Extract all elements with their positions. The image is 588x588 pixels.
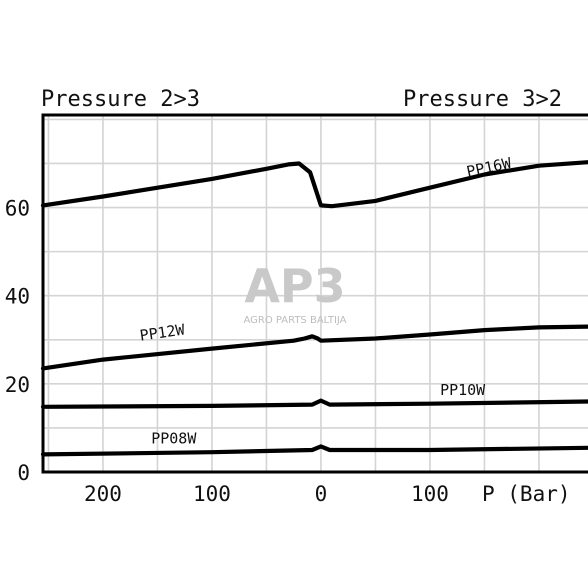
x-tick-label: 0 bbox=[315, 482, 328, 506]
curve-pp12w bbox=[40, 324, 588, 371]
curve-label-pp08w: PP08W bbox=[151, 429, 197, 447]
y-tick-label: 60 bbox=[5, 197, 30, 221]
x-tick-label: 200 bbox=[84, 482, 122, 506]
curve-pp16w bbox=[40, 160, 588, 209]
header-left: Pressure 2>3 bbox=[41, 87, 200, 112]
y-tick-label: 40 bbox=[5, 285, 30, 309]
x-tick-labels: 200 100 0 100 bbox=[84, 482, 449, 506]
y-tick-label: 20 bbox=[5, 373, 30, 397]
header-right: Pressure 3>2 bbox=[403, 87, 562, 112]
curve-label-pp10w: PP10W bbox=[440, 381, 486, 399]
curve-pp10w bbox=[40, 398, 588, 409]
y-tick-label: 0 bbox=[17, 461, 30, 485]
watermark-subtitle: AGRO PARTS BALTIJA bbox=[243, 315, 346, 326]
x-tick-label: 100 bbox=[411, 482, 449, 506]
watermark: AP3 AGRO PARTS BALTIJA bbox=[243, 259, 346, 326]
curve-label-pp16w: PP16W bbox=[465, 154, 514, 181]
watermark-logo: AP3 bbox=[244, 259, 345, 313]
curves bbox=[40, 160, 588, 457]
x-tick-label: 100 bbox=[193, 482, 231, 506]
curve-pp08w bbox=[40, 444, 588, 457]
x-axis-label: P (Bar) bbox=[482, 482, 571, 506]
y-tick-labels: 0 20 40 60 bbox=[5, 197, 30, 485]
curve-label-pp12w: PP12W bbox=[139, 320, 187, 344]
plot-frame bbox=[41, 113, 588, 474]
